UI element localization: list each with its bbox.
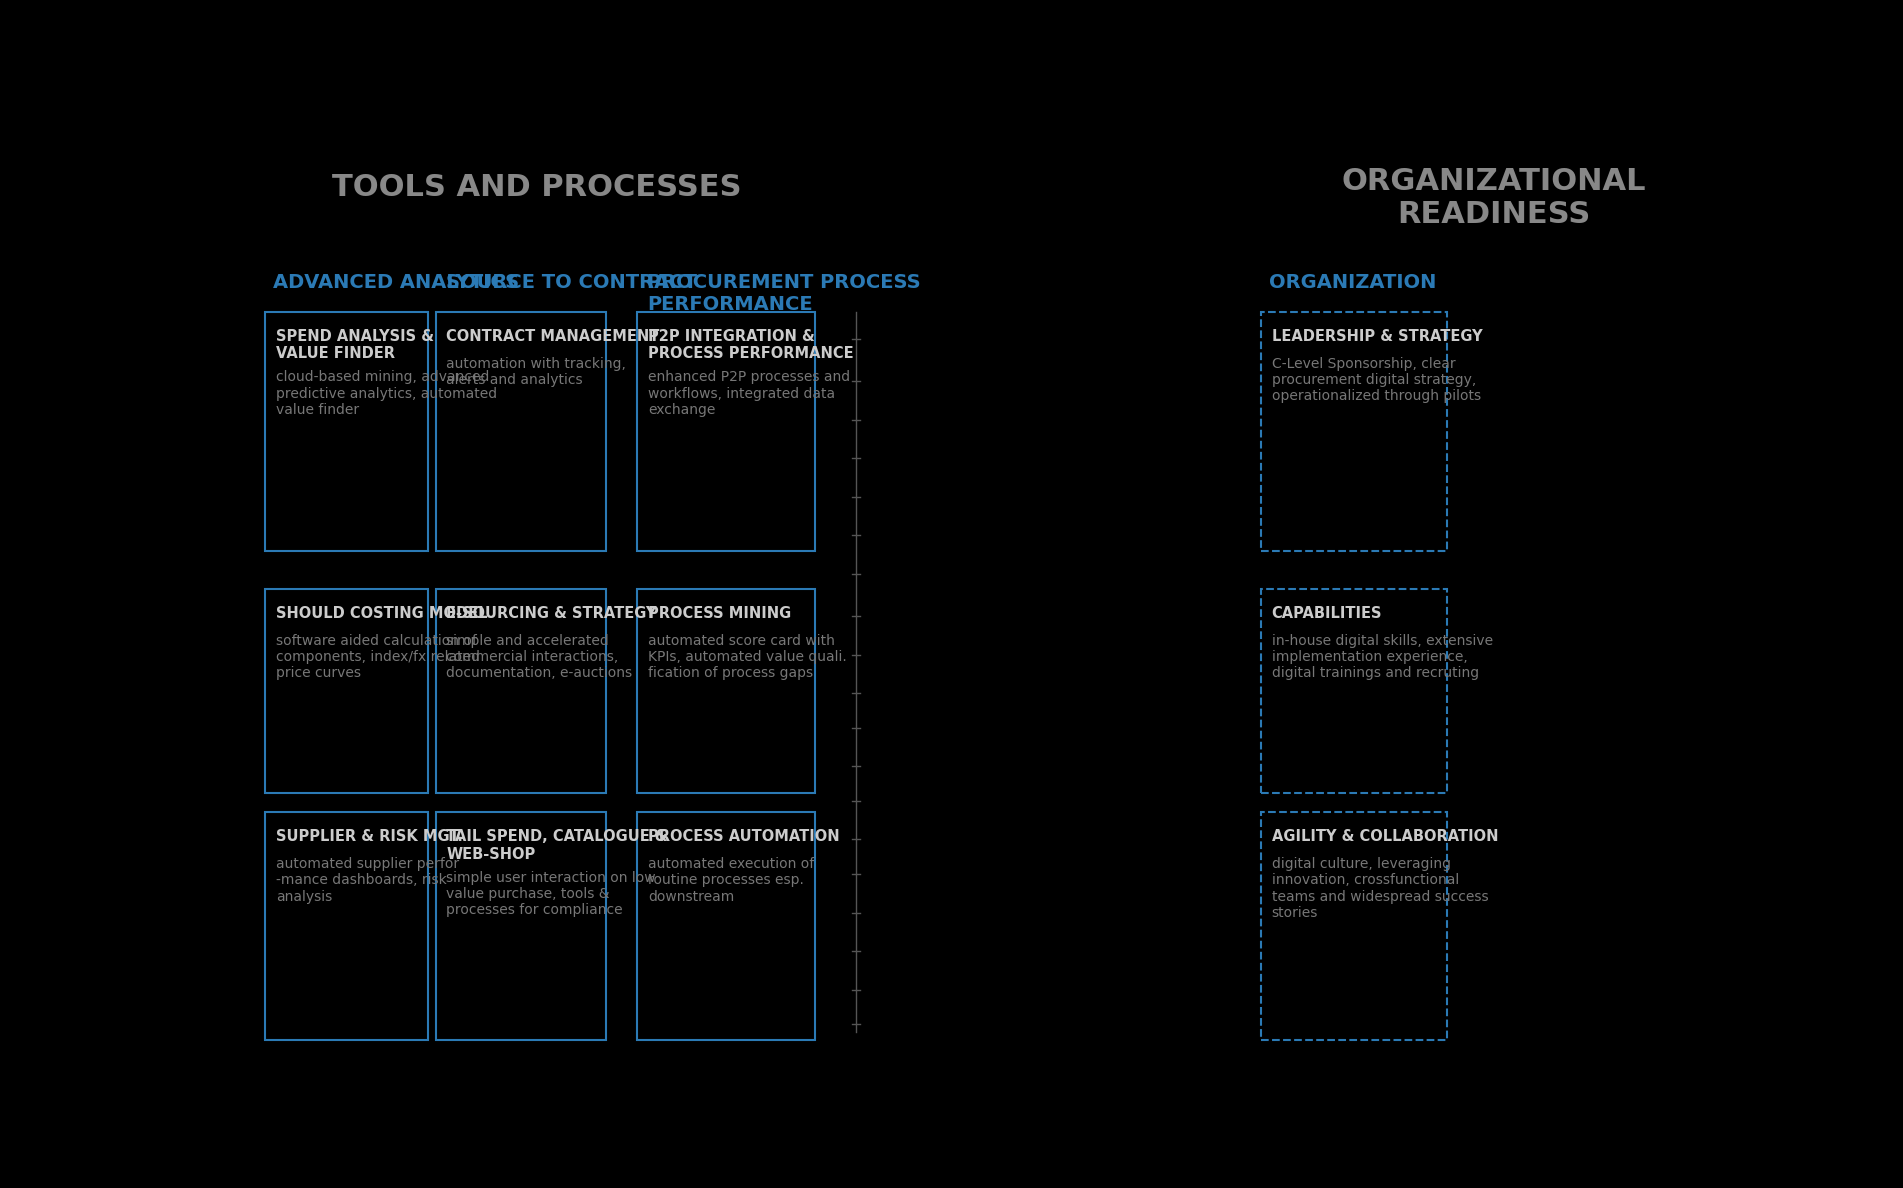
Text: ORGANIZATION: ORGANIZATION [1269,273,1437,292]
Text: P2P INTEGRATION &
PROCESS PERFORMANCE: P2P INTEGRATION & PROCESS PERFORMANCE [647,329,853,361]
FancyBboxPatch shape [1262,813,1446,1040]
Text: E-SOURCING & STRATEGY: E-SOURCING & STRATEGY [447,606,657,621]
Text: automated supplier perfor
-mance dashboards, risk
analysis: automated supplier perfor -mance dashboa… [276,857,459,904]
FancyBboxPatch shape [436,589,605,794]
Text: in-house digital skills, extensive
implementation experience,
digital trainings : in-house digital skills, extensive imple… [1271,634,1492,681]
Text: SHOULD COSTING MODEL: SHOULD COSTING MODEL [276,606,487,621]
Text: TOOLS AND PROCESSES: TOOLS AND PROCESSES [331,172,740,202]
FancyBboxPatch shape [1262,312,1446,551]
FancyBboxPatch shape [638,312,814,551]
Text: enhanced P2P processes and
workflows, integrated data
exchange: enhanced P2P processes and workflows, in… [647,371,851,417]
Text: automation with tracking,
alerts and analytics: automation with tracking, alerts and ana… [447,356,626,387]
Text: PROCUREMENT PROCESS
PERFORMANCE: PROCUREMENT PROCESS PERFORMANCE [647,273,921,315]
FancyBboxPatch shape [436,312,605,551]
FancyBboxPatch shape [1262,589,1446,794]
Text: PROCESS MINING: PROCESS MINING [647,606,792,621]
Text: SUPPLIER & RISK MGT.: SUPPLIER & RISK MGT. [276,829,462,845]
FancyBboxPatch shape [265,589,428,794]
Text: ORGANIZATIONAL
READINESS: ORGANIZATIONAL READINESS [1342,166,1646,229]
Text: CAPABILITIES: CAPABILITIES [1271,606,1382,621]
Text: simple and accelerated
commercial interactions,
documentation, e-auctions: simple and accelerated commercial intera… [447,634,632,681]
Text: automated execution of
routine processes esp.
downstream: automated execution of routine processes… [647,857,814,904]
Text: AGILITY & COLLABORATION: AGILITY & COLLABORATION [1271,829,1498,845]
Text: SPEND ANALYSIS &
VALUE FINDER: SPEND ANALYSIS & VALUE FINDER [276,329,434,361]
Text: SOURCE TO CONTRACT: SOURCE TO CONTRACT [445,273,696,292]
Text: C-Level Sponsorship, clear
procurement digital strategy,
operationalized through: C-Level Sponsorship, clear procurement d… [1271,356,1481,403]
FancyBboxPatch shape [265,813,428,1040]
Text: cloud-based mining, advanced
predictive analytics, automated
value finder: cloud-based mining, advanced predictive … [276,371,497,417]
Text: TAIL SPEND, CATALOGUE &
WEB-SHOP: TAIL SPEND, CATALOGUE & WEB-SHOP [447,829,668,861]
FancyBboxPatch shape [265,312,428,551]
FancyBboxPatch shape [638,589,814,794]
Text: software aided calculation of
components, index/fx related
price curves: software aided calculation of components… [276,634,480,681]
Text: LEADERSHIP & STRATEGY: LEADERSHIP & STRATEGY [1271,329,1482,343]
Text: digital culture, leveraging
innovation, crossfunctional
teams and widespread suc: digital culture, leveraging innovation, … [1271,857,1488,920]
Text: CONTRACT MANAGEMENT: CONTRACT MANAGEMENT [447,329,660,343]
Text: simple user interaction on low
value purchase, tools &
processes for compliance: simple user interaction on low value pur… [447,871,657,917]
Text: ADVANCED ANALYTICS: ADVANCED ANALYTICS [272,273,520,292]
FancyBboxPatch shape [436,813,605,1040]
Text: automated score card with
KPIs, automated value quali.
fication of process gaps: automated score card with KPIs, automate… [647,634,847,681]
Text: PROCESS AUTOMATION: PROCESS AUTOMATION [647,829,839,845]
FancyBboxPatch shape [638,813,814,1040]
